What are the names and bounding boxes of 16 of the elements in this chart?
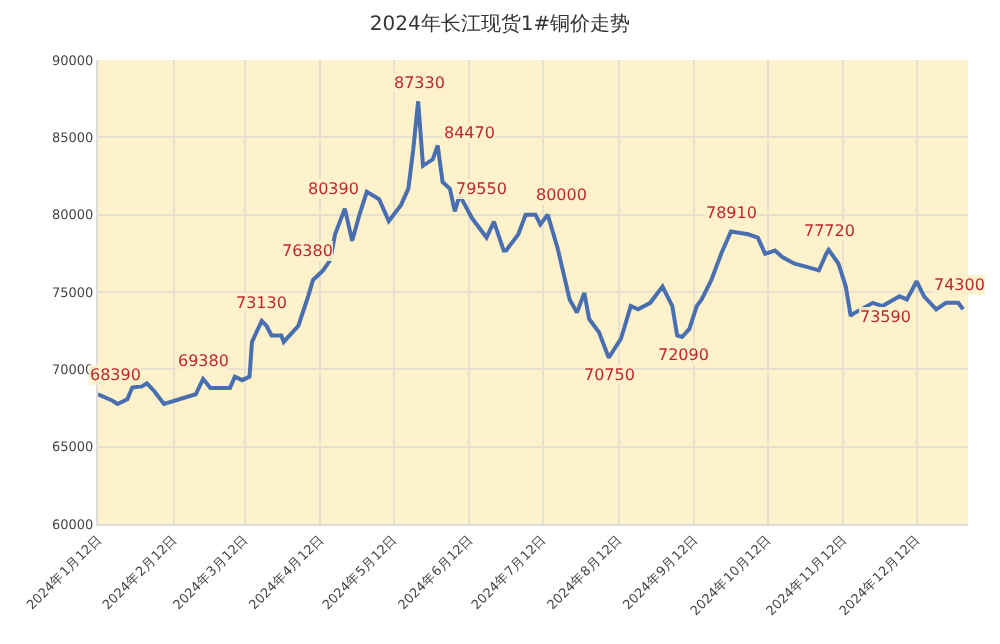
annotation: 72090 <box>658 346 709 364</box>
annotation: 87330 <box>394 74 445 92</box>
annotation: 76380 <box>282 242 333 260</box>
annotation: 80390 <box>308 180 359 198</box>
annotation: 73130 <box>236 294 287 312</box>
annotation: 70750 <box>584 366 635 384</box>
annotation: 74300 <box>934 276 985 294</box>
annotation: 84470 <box>444 124 495 142</box>
annotation: 73590 <box>860 308 911 326</box>
chart-title: 2024年长江现货1#铜价走势 <box>369 12 631 37</box>
annotation: 68390 <box>90 366 141 384</box>
annotation: 79550 <box>456 180 507 198</box>
annotation: 69380 <box>178 352 229 370</box>
annotation: 78910 <box>706 204 757 222</box>
annotation: 80000 <box>536 186 587 204</box>
annotation: 77720 <box>804 222 855 240</box>
